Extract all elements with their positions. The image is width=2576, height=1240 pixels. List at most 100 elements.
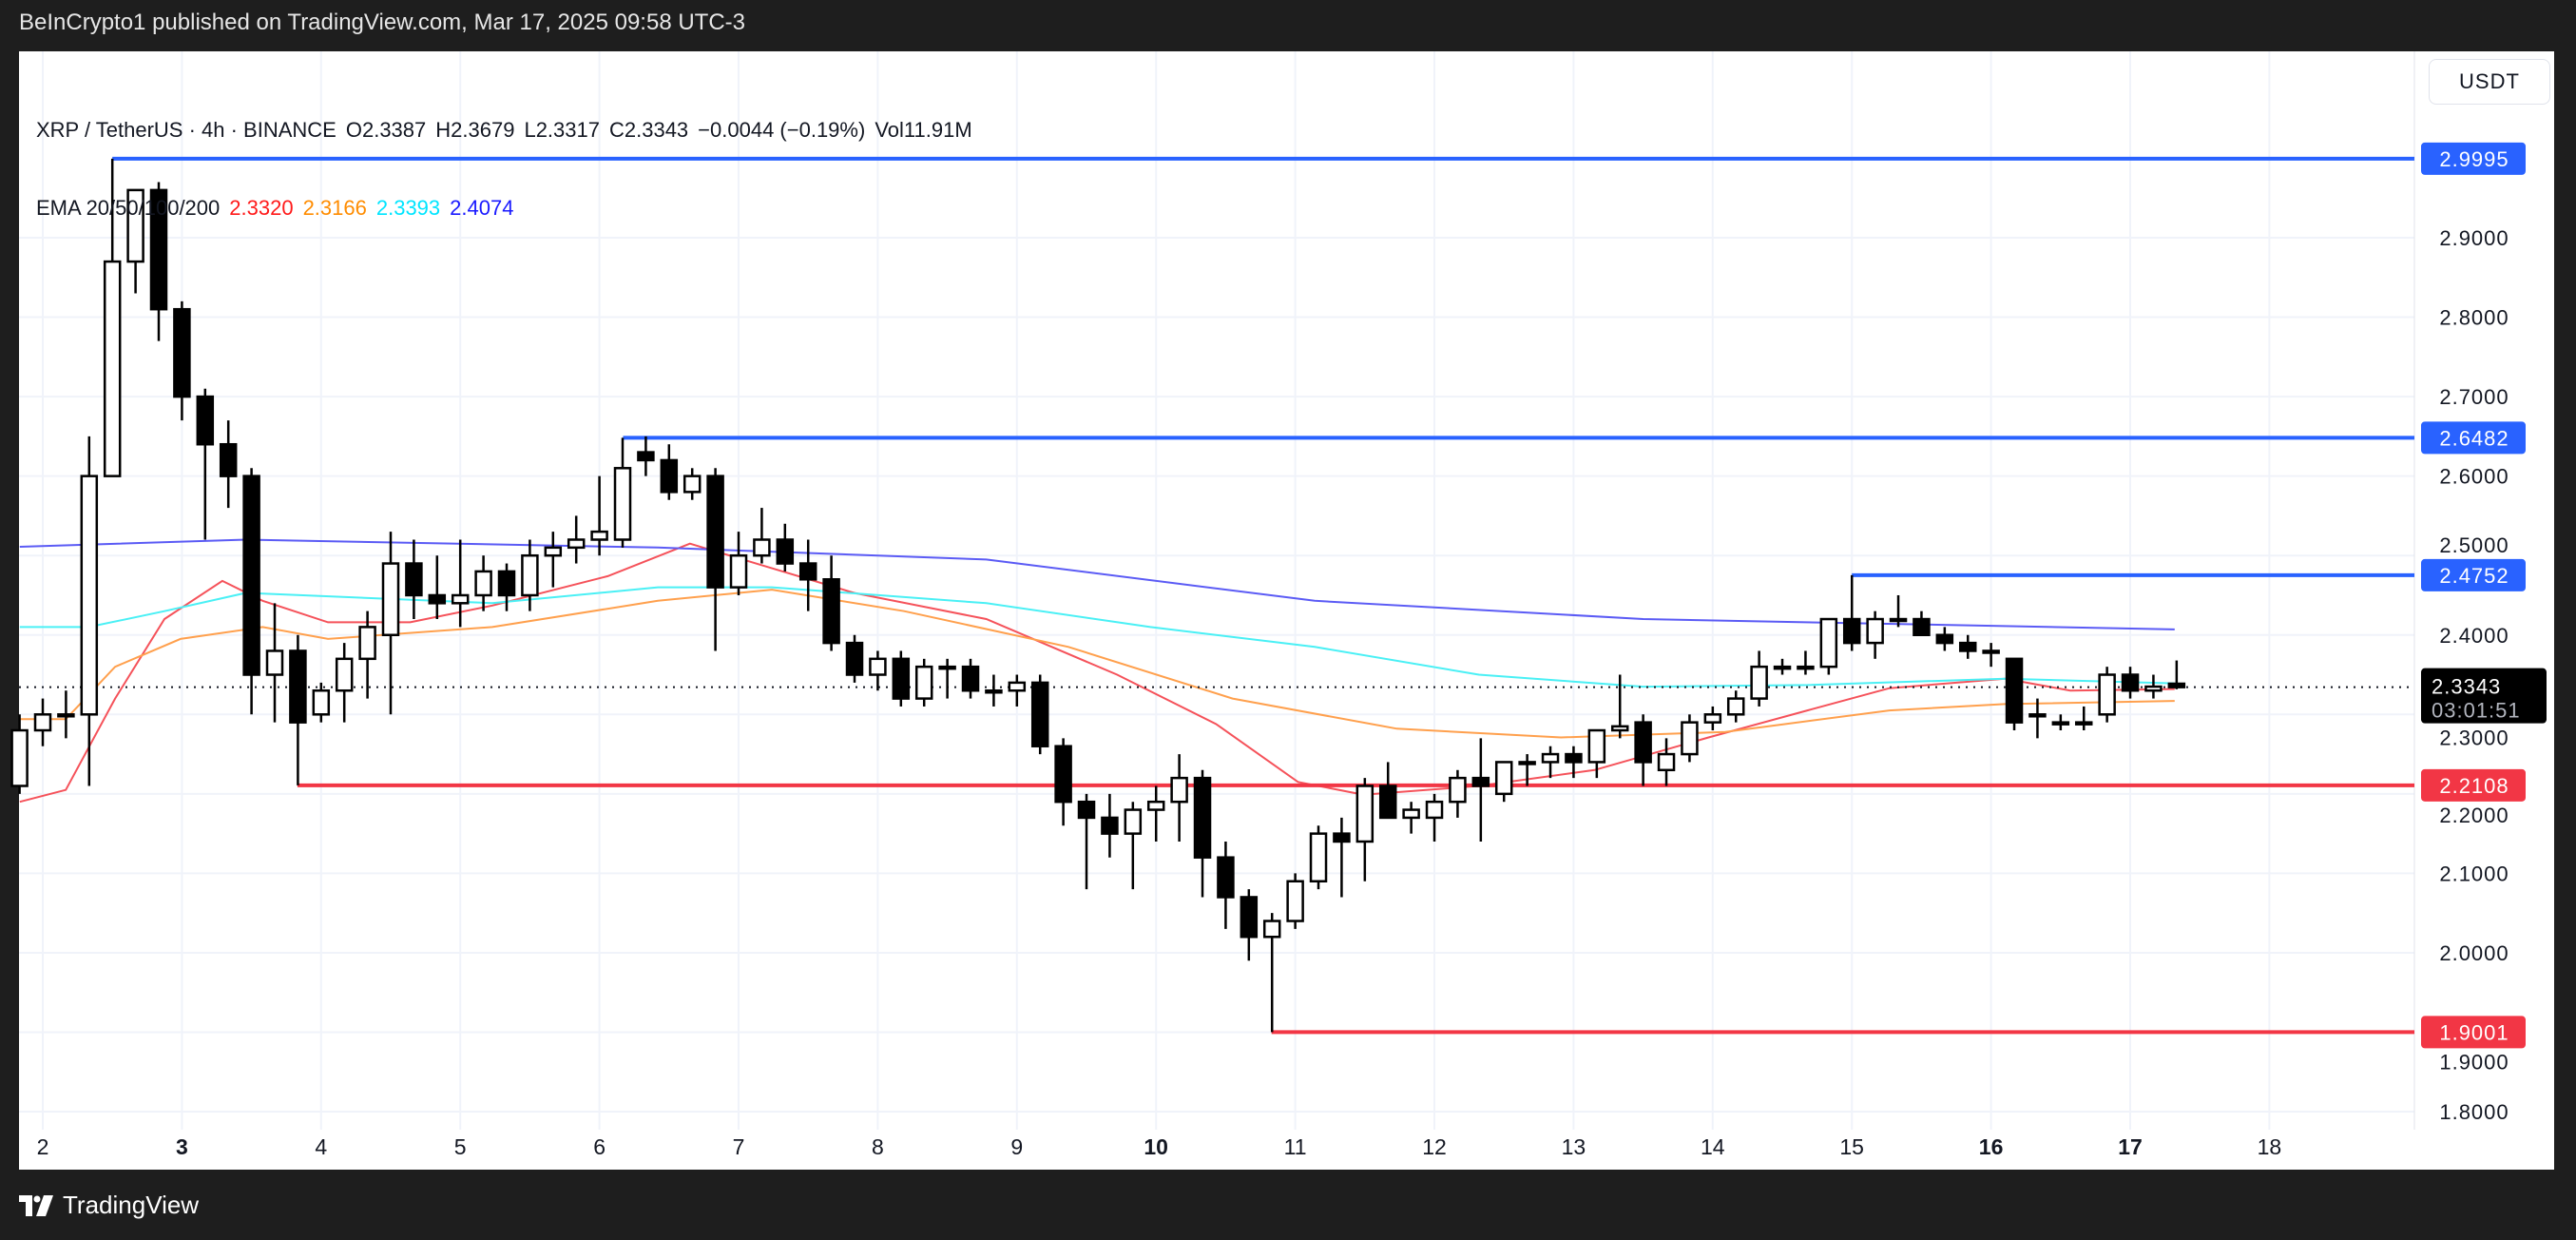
- candle-down: [1240, 896, 1259, 939]
- candle-up: [1773, 665, 1792, 670]
- candle-up: [1541, 752, 1560, 764]
- support-price-label: 1.9001: [2439, 1020, 2509, 1044]
- candle-down: [1193, 776, 1212, 859]
- candle-up: [451, 593, 470, 605]
- candle-down: [1935, 633, 1954, 645]
- candle-up: [2074, 721, 2093, 726]
- candle-down: [1054, 745, 1072, 804]
- support-price-badge: [2421, 1016, 2526, 1049]
- candle-up: [1355, 785, 1375, 843]
- candle-up: [938, 665, 956, 670]
- candle-up: [544, 546, 563, 557]
- close-value: C2.3343: [608, 118, 689, 142]
- candle-up: [1170, 776, 1188, 804]
- chart-legend: XRP / TetherUS · 4h · BINANCE O2.3387 H2.3…: [36, 67, 982, 247]
- candle-up: [2144, 685, 2163, 692]
- support-price-badge: [2421, 768, 2526, 802]
- candle-down: [289, 649, 307, 724]
- symbol-title[interactable]: XRP / TetherUS · 4h · BINANCE: [36, 118, 336, 142]
- bar-countdown-label: 03:01:51: [2432, 699, 2521, 723]
- candle-up: [1610, 725, 1629, 732]
- currency-button[interactable]: USDT: [2429, 59, 2550, 105]
- candle-down: [1842, 617, 1861, 645]
- candle-up: [10, 728, 29, 787]
- high-value: H2.3679: [435, 118, 515, 142]
- candle-up: [753, 538, 771, 557]
- candle-down: [219, 442, 238, 477]
- candle-down: [1217, 856, 1235, 899]
- candle-up: [80, 475, 99, 716]
- candle-up: [1819, 617, 1838, 668]
- candle-down: [1333, 832, 1351, 843]
- candle-down: [1634, 721, 1652, 764]
- candle-up: [1889, 617, 1908, 623]
- last-price-label: 2.3343: [2432, 675, 2501, 699]
- candle-down: [1471, 776, 1490, 787]
- candle-up: [1703, 713, 1722, 724]
- resistance-price-badge: [2421, 142, 2526, 175]
- candle-up: [1726, 697, 1745, 716]
- candle-up: [567, 538, 586, 550]
- low-value: L2.3317: [524, 118, 600, 142]
- candle-up: [521, 553, 539, 597]
- price-tick-label: 2.5000: [2439, 533, 2509, 557]
- time-tick-label: 7: [733, 1134, 745, 1159]
- time-tick-label: 13: [1562, 1134, 1586, 1159]
- candle-up: [312, 688, 331, 716]
- time-tick-label: 15: [1839, 1134, 1864, 1159]
- candle-up: [381, 562, 400, 636]
- candle-up: [1587, 728, 1606, 764]
- time-tick-label: 12: [1422, 1134, 1447, 1159]
- candle-up: [1309, 832, 1328, 883]
- candle-down: [1101, 816, 1119, 835]
- volume-value: Vol11.91M: [875, 118, 972, 142]
- publisher-caption: BeInCrypto1 published on TradingView.com…: [19, 10, 745, 35]
- ema-label: EMA 20/50/100/200: [36, 196, 221, 220]
- ohlc-row: XRP / TetherUS · 4h · BINANCE O2.3387 H2.3…: [36, 116, 982, 145]
- candle-up: [1146, 800, 1165, 811]
- candle-up: [1425, 800, 1444, 820]
- candle-down: [845, 641, 864, 676]
- candle-down: [149, 188, 168, 311]
- candle-up: [33, 713, 52, 732]
- candle-up: [729, 553, 748, 589]
- price-tick-label: 2.2000: [2439, 804, 2509, 827]
- price-tick-label: 1.9000: [2439, 1051, 2509, 1075]
- ema-row[interactable]: EMA 20/50/100/200 2.3320 2.3166 2.3393 2.407…: [36, 194, 982, 223]
- resistance-price-label: 2.6482: [2439, 426, 2509, 450]
- change-value: −0.0044 (−0.19%): [698, 118, 866, 142]
- candle-down: [196, 395, 215, 446]
- candle-down: [242, 475, 260, 676]
- support-price-label: 2.2108: [2439, 774, 2509, 798]
- candle-down: [961, 665, 980, 692]
- candle-up: [869, 657, 887, 676]
- price-tick-label: 2.8000: [2439, 306, 2509, 330]
- candle-down: [892, 657, 911, 700]
- price-tick-label: 1.8000: [2439, 1100, 2509, 1124]
- candle-up: [1982, 649, 2000, 654]
- time-tick-label: 10: [1144, 1134, 1168, 1159]
- candle-up: [2051, 721, 2070, 726]
- time-tick-label: 17: [2118, 1134, 2143, 1159]
- time-tick-label: 2: [37, 1134, 49, 1159]
- resistance-price-label: 2.9995: [2439, 147, 2509, 171]
- time-tick-label: 6: [593, 1134, 606, 1159]
- price-tick-label: 2.1000: [2439, 862, 2509, 885]
- footer-logo[interactable]: TradingView: [19, 1191, 199, 1220]
- time-tick-label: 14: [1701, 1134, 1725, 1159]
- candle-up: [126, 188, 144, 263]
- candle-up: [474, 570, 492, 597]
- candle-down: [1030, 681, 1049, 747]
- candle-down: [706, 475, 724, 589]
- candle-up: [1449, 776, 1467, 804]
- candle-up: [57, 713, 75, 718]
- ema200-value: 2.4074: [450, 196, 514, 220]
- resistance-price-label: 2.4752: [2439, 564, 2509, 588]
- candle-down: [497, 570, 516, 597]
- candle-up: [1262, 920, 1281, 939]
- time-tick-label: 5: [454, 1134, 467, 1159]
- candle-up: [1866, 617, 1884, 645]
- ema50-value: 2.3166: [302, 196, 367, 220]
- ema100-value: 2.3393: [375, 196, 441, 220]
